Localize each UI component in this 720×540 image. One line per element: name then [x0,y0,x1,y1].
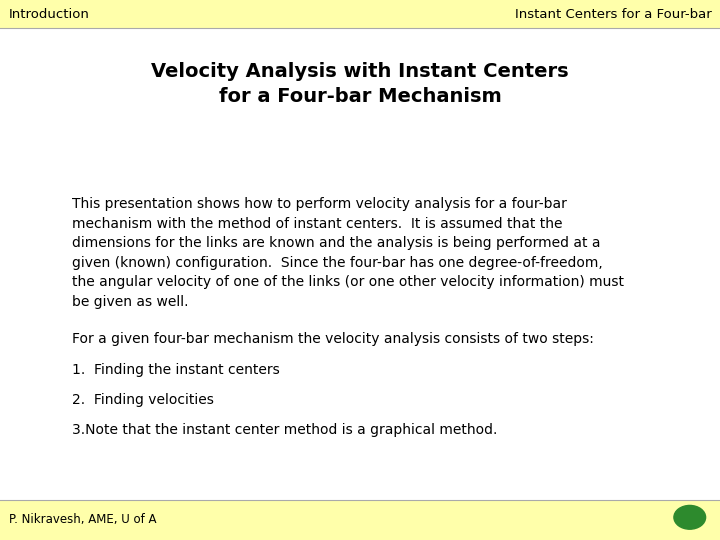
Text: 1.  Finding the instant centers: 1. Finding the instant centers [72,363,280,377]
Text: P. Nikravesh, AME, U of A: P. Nikravesh, AME, U of A [9,513,156,526]
Text: 3.Note that the instant center method is a graphical method.: 3.Note that the instant center method is… [72,423,498,437]
Text: For a given four-bar mechanism the velocity analysis consists of two steps:: For a given four-bar mechanism the veloc… [72,332,594,346]
Bar [0,0,720,28]
Text: 2.  Finding velocities: 2. Finding velocities [72,393,214,407]
Text: Instant Centers for a Four-bar: Instant Centers for a Four-bar [515,8,711,21]
Circle shape [674,505,706,529]
Bar [0,500,720,540]
Text: Velocity Analysis with Instant Centers
for a Four-bar Mechanism: Velocity Analysis with Instant Centers f… [151,62,569,106]
Text: This presentation shows how to perform velocity analysis for a four-bar
mechanis: This presentation shows how to perform v… [72,197,624,308]
Text: Introduction: Introduction [9,8,89,21]
